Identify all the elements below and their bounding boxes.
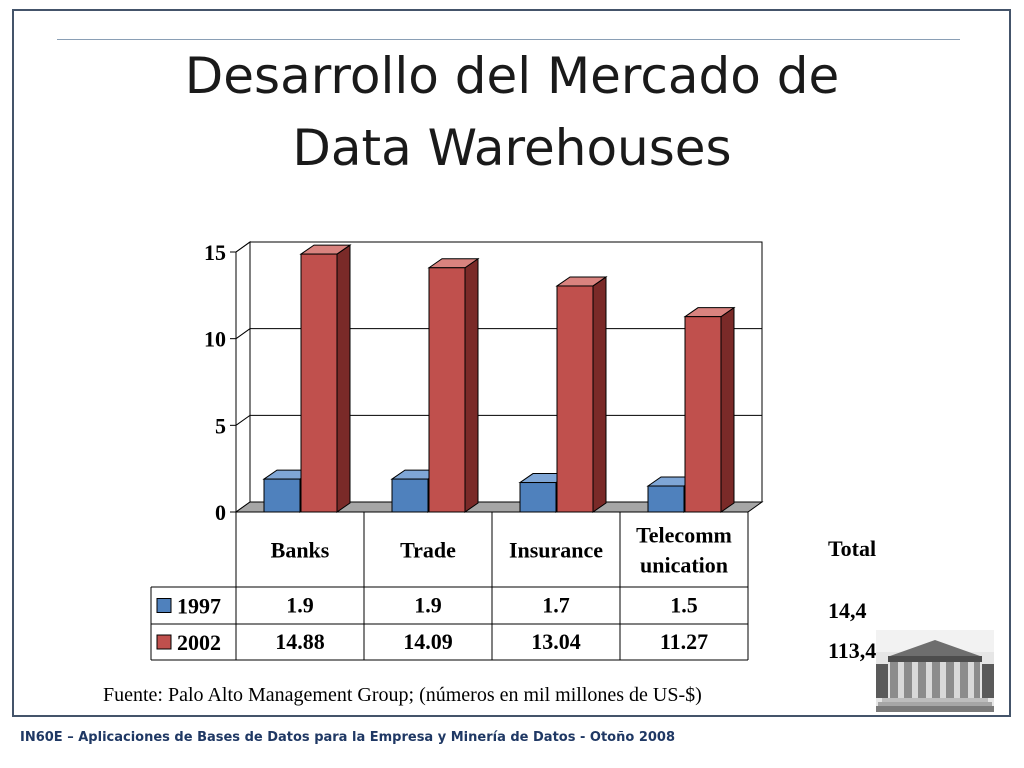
slide-frame (12, 9, 1011, 717)
data-label-1997: 1.7 (542, 593, 570, 618)
bar-1997-1 (391, 478, 429, 513)
legend-swatch-2002 (156, 634, 172, 650)
legend-label-2002: 2002 (177, 630, 221, 655)
title-rule (57, 39, 960, 40)
bar-side-2002-0 (336, 244, 351, 513)
chart-bars (262, 244, 736, 513)
x-category-label: unication (640, 553, 728, 578)
x-category-label: Telecomm (636, 523, 732, 548)
x-category-label: Insurance (509, 538, 603, 563)
gridline (235, 241, 762, 253)
chart-side-wall (235, 241, 251, 513)
chart-data-table: Banks Trade Insurance Telecomm unication 1997… (150, 512, 749, 661)
slide-footer: IN60E – Aplicaciones de Bases de Datos p… (20, 730, 675, 745)
x-category-label: Banks (271, 538, 330, 563)
slide-title-line-2: Data Warehouses (292, 119, 732, 177)
slide-title-line-1: Desarrollo del Mercado de (184, 47, 840, 105)
data-label-1997: 1.9 (286, 593, 314, 618)
y-tick-label: 5 (215, 413, 226, 438)
bar-2002-2 (556, 285, 594, 513)
data-label-1997: 1.5 (670, 593, 698, 618)
bar-2002-0 (300, 253, 338, 513)
bar-1997-0 (263, 478, 301, 513)
source-note: Fuente: Palo Alto Management Group; (núm… (103, 684, 702, 706)
legend-swatch-1997 (156, 598, 172, 613)
legend-label-1997: 1997 (177, 594, 221, 619)
bar-side-2002-1 (464, 257, 479, 513)
bar-2002-1 (428, 267, 466, 513)
data-label-2002: 14.09 (403, 629, 453, 654)
bar-side-2002-2 (592, 276, 607, 513)
data-label-2002: 14.88 (275, 629, 325, 654)
bar-2002-3 (684, 316, 722, 513)
chart-y-axis: 0 5 10 15 (204, 240, 237, 525)
data-label-2002: 11.27 (660, 629, 708, 654)
y-tick-label: 15 (204, 240, 226, 265)
y-tick-label: 0 (215, 500, 226, 525)
data-label-2002: 13.04 (531, 629, 581, 654)
building-image (876, 630, 994, 712)
x-category-label: Trade (400, 538, 456, 563)
y-tick-label: 10 (204, 327, 226, 352)
bar-side-2002-3 (720, 306, 735, 513)
total-header: Total (828, 536, 877, 561)
total-2002: 113,4 (828, 638, 877, 663)
slide-title: Desarrollo del Mercado de Data Warehouse… (60, 40, 964, 184)
bar-1997-3 (647, 485, 685, 513)
bar-1997-2 (519, 482, 557, 513)
total-1997: 14,4 (828, 598, 867, 623)
data-label-1997: 1.9 (414, 593, 442, 618)
